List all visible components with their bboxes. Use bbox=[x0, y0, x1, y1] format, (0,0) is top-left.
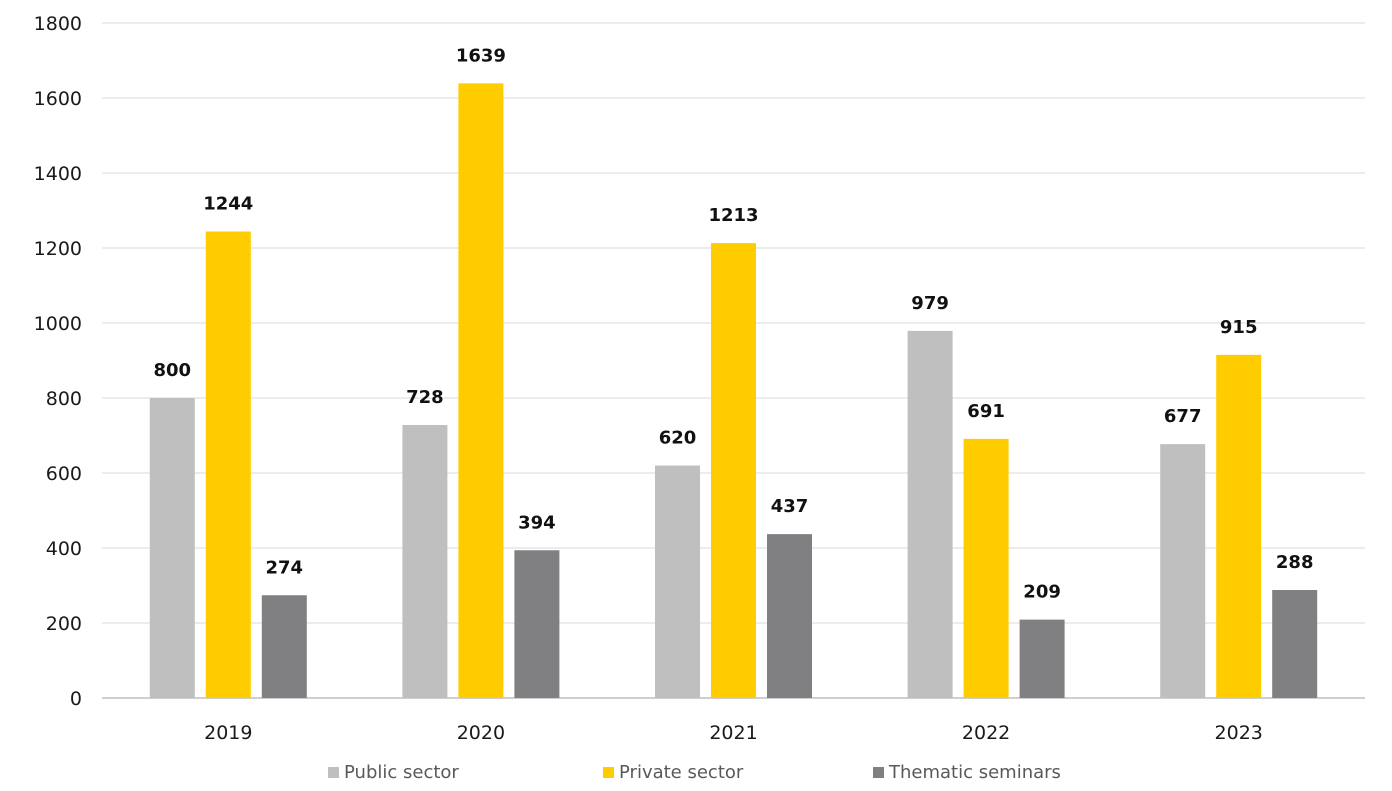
legend-item-public-sector: Public sector bbox=[328, 762, 459, 783]
y-tick-label: 1200 bbox=[34, 238, 82, 260]
data-label-thematic-seminars-2019: 274 bbox=[266, 557, 304, 578]
legend-swatch-private-sector bbox=[603, 767, 614, 778]
bar-chart: 0 200 400 600 800 1000 1200 1400 1600 1800 800 124… bbox=[34, 13, 1365, 744]
bar-thematic-seminars-2021 bbox=[767, 534, 812, 698]
x-tick-label-2019: 2019 bbox=[204, 722, 252, 744]
bar-public-sector-2020 bbox=[402, 425, 448, 698]
bar-thematic-seminars-2022 bbox=[1019, 619, 1065, 698]
data-label-thematic-seminars-2021: 437 bbox=[771, 496, 809, 517]
data-labels: 800 1244 274 728 1639 394 620 1213 437 979 691 209 6… bbox=[154, 45, 1314, 602]
data-label-thematic-seminars-2022: 209 bbox=[1023, 582, 1061, 603]
data-label-public-sector-2022: 979 bbox=[911, 293, 949, 314]
legend: Public sector Private sector Thematic se… bbox=[0, 762, 1392, 788]
data-label-private-sector-2020: 1639 bbox=[456, 45, 506, 66]
x-tick-label-2020: 2020 bbox=[457, 722, 505, 744]
bar-private-sector-2021 bbox=[711, 243, 756, 698]
y-tick-label: 400 bbox=[46, 538, 82, 560]
bar-private-sector-2019 bbox=[205, 231, 251, 698]
legend-item-thematic-seminars: Thematic seminars bbox=[873, 762, 1061, 783]
bar-public-sector-2023 bbox=[1160, 444, 1206, 698]
y-tick-label: 1000 bbox=[34, 313, 82, 335]
data-label-thematic-seminars-2020: 394 bbox=[518, 512, 556, 533]
x-tick-label-2021: 2021 bbox=[709, 722, 757, 744]
legend-swatch-thematic-seminars bbox=[873, 767, 884, 778]
bar-public-sector-2019 bbox=[149, 398, 195, 698]
y-tick-label: 1800 bbox=[34, 13, 82, 35]
legend-label-thematic-seminars: Thematic seminars bbox=[889, 762, 1061, 783]
data-label-private-sector-2022: 691 bbox=[967, 401, 1005, 422]
y-tick-label: 600 bbox=[46, 463, 82, 485]
data-label-public-sector-2019: 800 bbox=[154, 360, 192, 381]
bar-private-sector-2020 bbox=[458, 83, 504, 698]
legend-item-private-sector: Private sector bbox=[603, 762, 743, 783]
bar-public-sector-2022 bbox=[907, 330, 953, 698]
data-label-thematic-seminars-2023: 288 bbox=[1276, 552, 1314, 573]
data-label-public-sector-2021: 620 bbox=[659, 428, 697, 449]
y-tick-label: 1600 bbox=[34, 88, 82, 110]
y-axis-ticks: 0 200 400 600 800 1000 1200 1400 1600 1800 bbox=[34, 13, 82, 710]
bar-thematic-seminars-2019 bbox=[261, 595, 307, 698]
y-tick-label: 1400 bbox=[34, 163, 82, 185]
bars bbox=[149, 83, 1318, 698]
y-tick-label: 800 bbox=[46, 388, 82, 410]
data-label-private-sector-2023: 915 bbox=[1220, 317, 1258, 338]
x-axis-ticks: 2019 2020 2021 2022 2023 bbox=[204, 722, 1263, 744]
data-label-private-sector-2021: 1213 bbox=[708, 205, 758, 226]
y-tick-label: 0 bbox=[70, 688, 82, 710]
data-label-public-sector-2023: 677 bbox=[1164, 406, 1202, 427]
bar-public-sector-2021 bbox=[655, 465, 700, 698]
bar-thematic-seminars-2020 bbox=[514, 550, 560, 698]
x-tick-label-2022: 2022 bbox=[962, 722, 1010, 744]
x-tick-label-2023: 2023 bbox=[1215, 722, 1263, 744]
legend-label-public-sector: Public sector bbox=[344, 762, 459, 783]
legend-swatch-public-sector bbox=[328, 767, 339, 778]
bar-thematic-seminars-2023 bbox=[1272, 590, 1318, 698]
data-label-public-sector-2020: 728 bbox=[406, 387, 444, 408]
y-tick-label: 200 bbox=[46, 613, 82, 635]
data-label-private-sector-2019: 1244 bbox=[203, 194, 253, 215]
bar-private-sector-2022 bbox=[963, 438, 1009, 698]
bar-private-sector-2023 bbox=[1216, 354, 1262, 698]
legend-label-private-sector: Private sector bbox=[619, 762, 744, 783]
